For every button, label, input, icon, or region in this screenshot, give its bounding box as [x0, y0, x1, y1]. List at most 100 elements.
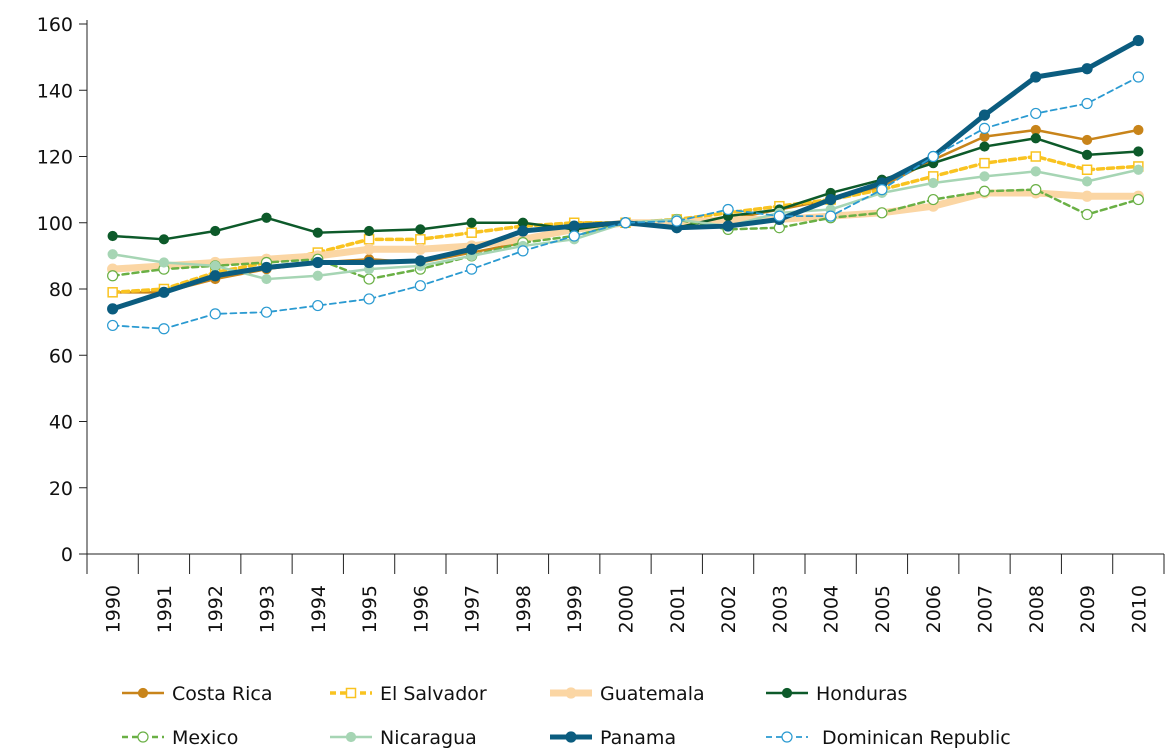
legend-marker — [781, 687, 793, 699]
marker — [210, 225, 221, 237]
marker — [978, 122, 991, 134]
marker — [107, 319, 119, 332]
x-tick-label: 2001 — [667, 585, 689, 633]
x-tick-label: 1993 — [257, 585, 279, 633]
y-tick-label: 120 — [37, 147, 73, 169]
legend-marker — [781, 731, 793, 743]
marker — [1081, 97, 1093, 110]
marker — [1133, 124, 1144, 136]
x-tick-label: 1996 — [410, 585, 432, 633]
marker — [260, 306, 273, 318]
marker — [415, 224, 426, 235]
series-line — [111, 76, 1140, 330]
marker — [1133, 164, 1144, 175]
x-tick-label: 2004 — [821, 585, 843, 633]
legend-item: El Salvador — [330, 683, 487, 705]
y-tick-label: 0 — [61, 544, 73, 566]
marker — [568, 230, 580, 242]
legend-item: Costa Rica — [122, 683, 273, 705]
marker — [1030, 184, 1042, 196]
x-tick-label: 1992 — [205, 585, 227, 633]
marker — [876, 207, 888, 219]
marker — [210, 260, 221, 271]
marker — [619, 217, 632, 229]
marker — [825, 210, 837, 222]
marker — [773, 210, 785, 222]
marker — [158, 323, 170, 335]
x-tick-label: 1999 — [564, 585, 586, 633]
marker — [158, 234, 170, 245]
x-tick-label: 1990 — [103, 585, 125, 633]
legend-item: Nicaragua — [330, 727, 477, 749]
legend-marker — [345, 687, 357, 699]
y-tick-label: 100 — [37, 213, 73, 235]
legend-label: Costa Rica — [172, 683, 273, 705]
marker — [107, 303, 119, 315]
marker — [107, 249, 118, 260]
marker — [209, 270, 221, 282]
y-tick-label: 60 — [49, 345, 73, 367]
x-tick-label: 2003 — [769, 585, 791, 633]
marker — [1081, 190, 1093, 202]
marker — [1081, 63, 1093, 75]
marker — [312, 227, 323, 238]
marker — [363, 234, 375, 245]
marker — [1132, 71, 1144, 83]
x-tick-label: 2002 — [718, 585, 740, 633]
marker — [209, 308, 221, 320]
x-tick-label: 1998 — [513, 585, 535, 633]
marker — [979, 141, 990, 152]
marker — [414, 255, 426, 267]
marker — [312, 256, 324, 269]
series — [107, 71, 1144, 335]
marker — [363, 256, 375, 269]
legend-marker — [137, 731, 149, 743]
marker — [466, 263, 478, 275]
x-tick-label: 1997 — [462, 585, 484, 633]
marker — [363, 293, 375, 305]
marker — [414, 243, 426, 255]
marker — [1081, 149, 1093, 160]
marker — [1081, 176, 1093, 187]
marker — [363, 225, 375, 237]
legend-marker — [137, 687, 149, 699]
marker — [928, 177, 939, 189]
marker — [312, 270, 323, 281]
marker — [158, 286, 170, 298]
x-tick-label: 1991 — [154, 585, 176, 633]
marker — [261, 212, 272, 223]
marker — [1081, 164, 1093, 175]
y-tick-label: 80 — [49, 279, 73, 301]
marker — [107, 230, 118, 242]
marker — [978, 109, 991, 121]
y-tick-label: 140 — [37, 80, 73, 102]
marker — [1081, 134, 1093, 146]
marker — [1030, 107, 1042, 120]
legend-item: Mexico — [122, 727, 238, 749]
marker — [363, 243, 375, 255]
marker — [825, 193, 837, 206]
y-tick-label: 20 — [49, 478, 73, 500]
marker — [978, 185, 991, 197]
legend-item: Guatemala — [550, 683, 705, 705]
legend-label: Panama — [600, 727, 676, 749]
marker — [1030, 166, 1041, 177]
marker — [1081, 208, 1093, 221]
marker — [1132, 193, 1144, 206]
y-tick-label: 160 — [37, 14, 73, 36]
legend-label: Mexico — [172, 727, 238, 749]
marker — [927, 193, 939, 206]
y-tick-label: 40 — [49, 412, 73, 434]
marker — [1030, 151, 1042, 162]
marker — [722, 220, 734, 232]
legend-label: Nicaragua — [380, 727, 477, 749]
marker — [261, 273, 272, 285]
x-tick-label: 2007 — [975, 585, 997, 633]
marker — [107, 270, 119, 282]
x-tick-label: 2006 — [923, 585, 945, 633]
x-tick-label: 2005 — [872, 585, 894, 633]
marker — [979, 157, 990, 169]
x-tick-label: 2008 — [1026, 585, 1048, 633]
legend-item: Panama — [550, 727, 676, 749]
